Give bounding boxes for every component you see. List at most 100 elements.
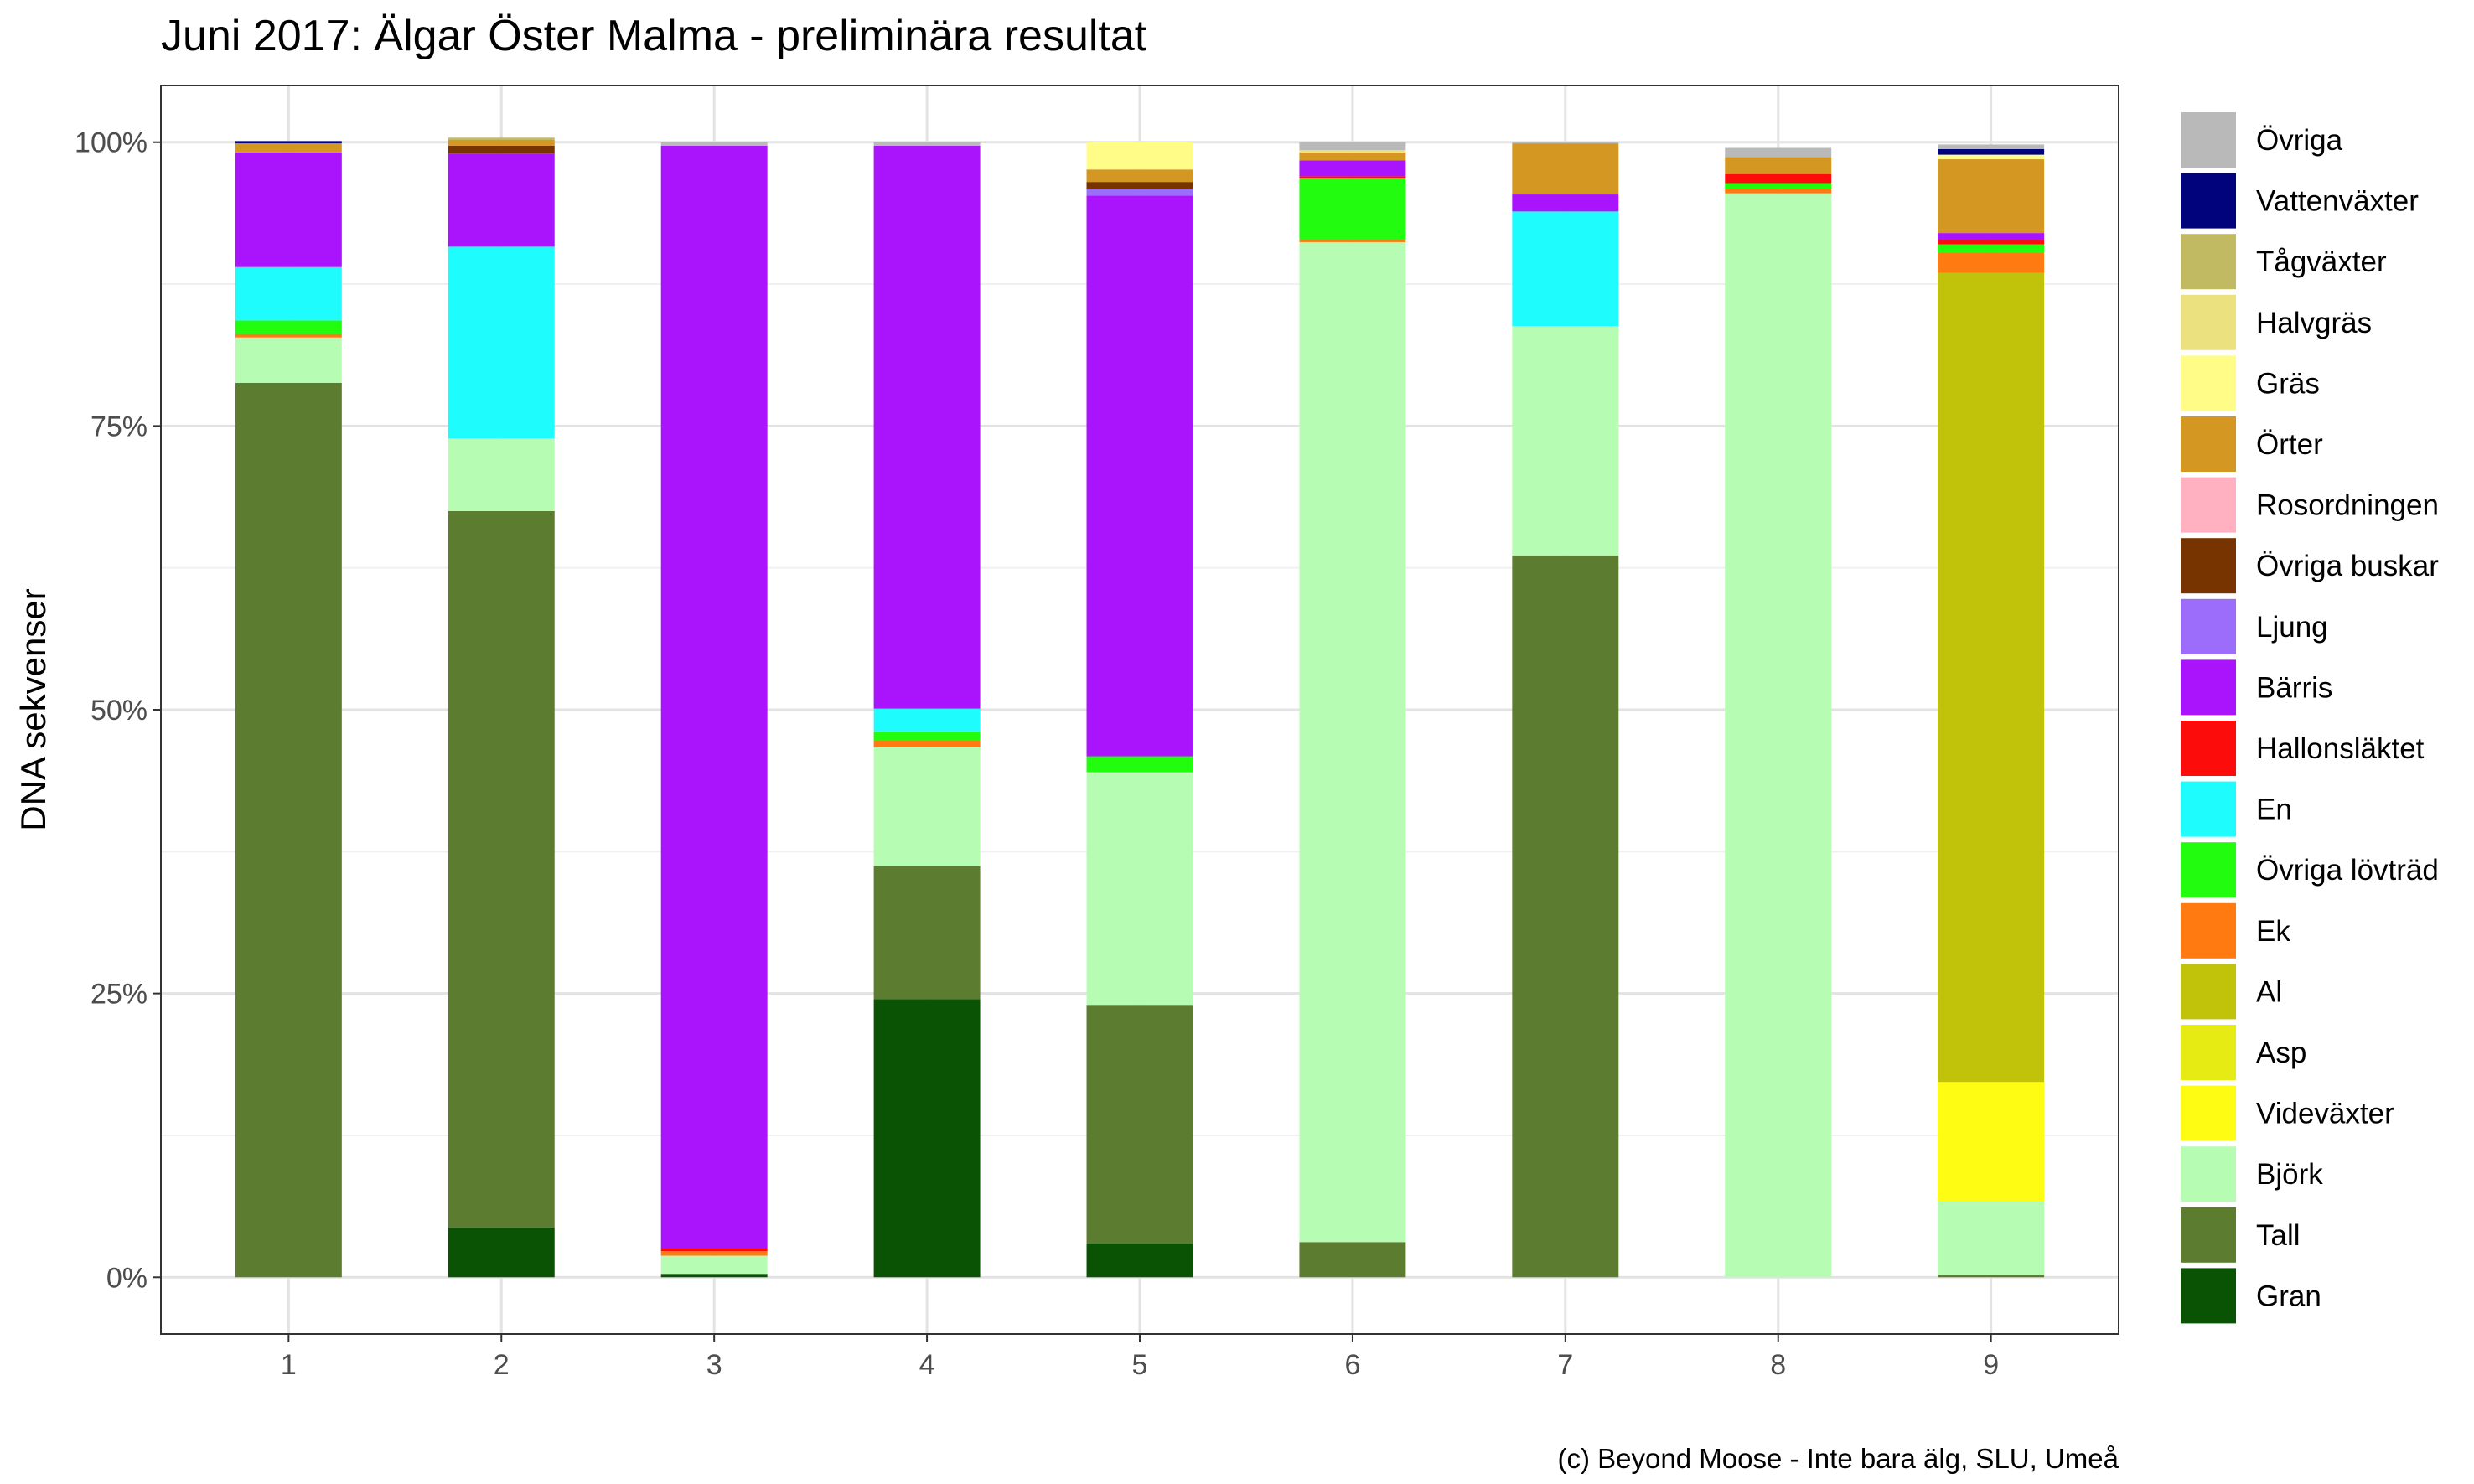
legend-label: Al [2256, 975, 2282, 1008]
legend-item: Övriga [2181, 112, 2343, 168]
legend-item: Ek [2181, 902, 2290, 959]
bar-segment [1086, 189, 1193, 196]
bar-segment [1938, 1082, 2045, 1202]
bar-segment [235, 334, 342, 338]
bar-stack-5 [1086, 142, 1193, 1278]
legend-key [2181, 902, 2236, 959]
legend-label: En [2256, 794, 2292, 826]
legend-key [2181, 659, 2236, 716]
bar-segment [1086, 1005, 1193, 1244]
legend-item: Halvgräs [2181, 294, 2372, 350]
legend-label: Rosordningen [2256, 489, 2439, 522]
legend-key [2181, 721, 2236, 776]
legend-key [2181, 842, 2236, 898]
bars [235, 137, 2045, 1278]
bar-segment [1086, 195, 1193, 757]
legend-item: Gran [2181, 1268, 2321, 1324]
legend-label: Gräs [2256, 367, 2320, 400]
bar-segment [873, 747, 981, 866]
x-tick-label: 4 [919, 1349, 935, 1381]
bar-segment [1725, 183, 1832, 189]
y-axis-title: DNA sekvenser [13, 588, 53, 830]
legend-key [2181, 1268, 2236, 1324]
bar-segment [1086, 756, 1193, 773]
legend-key [2181, 355, 2236, 411]
bar-segment [1725, 147, 1832, 158]
legend-item: Bärris [2181, 659, 2332, 716]
bar-stack-9 [1938, 144, 2045, 1278]
bar-segment [448, 510, 555, 1228]
bar-segment [1938, 144, 2045, 149]
bar-stack-7 [1512, 142, 1619, 1278]
legend-key [2181, 598, 2236, 654]
bar-segment [448, 145, 555, 154]
bar-segment [1512, 555, 1619, 1278]
x-tick-label: 9 [1983, 1349, 1999, 1381]
bar-segment [873, 866, 981, 1000]
bar-segment [1086, 772, 1193, 1006]
bar-segment [1938, 1201, 2045, 1275]
bar-segment [873, 999, 981, 1278]
bar-segment [1299, 142, 1406, 151]
bar-segment [1512, 326, 1619, 556]
y-tick-label: 100% [75, 127, 148, 159]
bar-segment [448, 1227, 555, 1278]
bar-segment [660, 1251, 768, 1256]
legend-label: Tågväxter [2256, 246, 2387, 278]
legend-label: Asp [2256, 1037, 2306, 1069]
bar-segment [1086, 182, 1193, 189]
bar-segment [448, 137, 555, 141]
legend-label: Videväxter [2256, 1098, 2394, 1130]
bar-segment [448, 246, 555, 439]
legend-label: Halvgräs [2256, 307, 2372, 339]
bar-stack-6 [1299, 142, 1406, 1278]
bar-segment [1512, 142, 1619, 144]
legend-key [2181, 538, 2236, 594]
legend-item: Övriga buskar [2181, 538, 2439, 594]
bar-stack-2 [448, 137, 555, 1278]
legend-label: Gran [2256, 1280, 2321, 1312]
x-tick-label: 6 [1344, 1349, 1360, 1381]
legend-key [2181, 173, 2236, 229]
x-tick-label: 1 [281, 1349, 297, 1381]
legend-label: Övriga lövträd [2256, 854, 2439, 887]
bar-segment [1938, 233, 2045, 240]
x-tick-label: 7 [1557, 1349, 1573, 1381]
bar-segment [448, 140, 555, 146]
bar-stack-3 [660, 142, 768, 1278]
bar-segment [448, 153, 555, 247]
x-tick-label: 5 [1132, 1349, 1148, 1381]
bar-segment [1938, 252, 2045, 273]
bar-segment [1725, 173, 1832, 184]
legend-label: Ek [2256, 915, 2290, 948]
y-tick-label: 50% [91, 695, 148, 726]
legend-item: Tall [2181, 1207, 2301, 1263]
bar-segment [1299, 150, 1406, 153]
bar-segment [1725, 193, 1832, 1278]
legend-item: Björk [2181, 1146, 2323, 1202]
legend-key [2181, 477, 2236, 533]
legend-label: Björk [2256, 1158, 2323, 1191]
bar-segment [1938, 244, 2045, 253]
bar-segment [660, 1274, 768, 1278]
bar-segment [660, 1255, 768, 1275]
bar-segment [1938, 1275, 2045, 1278]
legend-item: Rosordningen [2181, 477, 2439, 533]
bar-stack-1 [235, 141, 342, 1278]
bar-segment [1299, 178, 1406, 240]
legend-label: Övriga [2256, 124, 2343, 157]
bar-segment [1299, 240, 1406, 242]
legend-label: Örter [2256, 428, 2323, 461]
legend-key [2181, 1207, 2236, 1263]
bar-segment [1938, 148, 2045, 155]
y-tick-label: 0% [106, 1262, 148, 1294]
bar-segment [1299, 1242, 1406, 1278]
bar-segment [873, 142, 981, 146]
legend-item: Örter [2181, 416, 2323, 472]
bar-segment [1299, 152, 1406, 161]
bar-segment [1086, 1243, 1193, 1278]
bar-segment [1938, 159, 2045, 234]
legend-key [2181, 964, 2236, 1020]
x-tick-label: 2 [494, 1349, 510, 1381]
